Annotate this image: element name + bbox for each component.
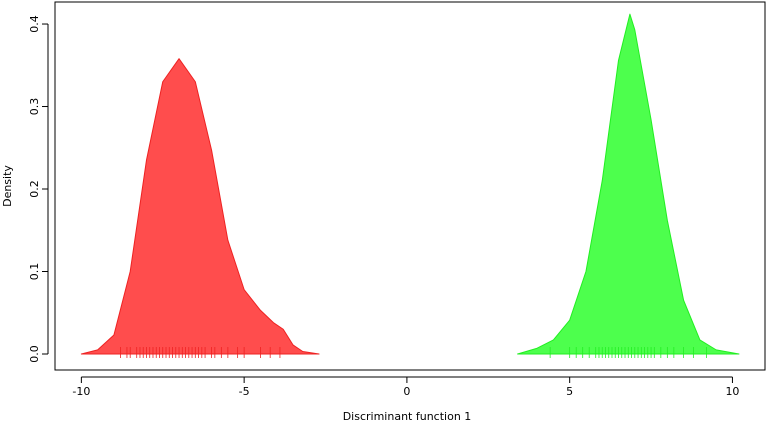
y-tick-label: 0.0	[28, 345, 41, 363]
x-axis-label: Discriminant function 1	[343, 410, 472, 423]
x-tick-label: 5	[566, 385, 573, 398]
y-tick-label: 0.4	[28, 15, 41, 33]
y-axis-label: Density	[1, 165, 14, 207]
x-tick-label: 0	[403, 385, 410, 398]
density-area	[517, 13, 740, 355]
x-tick-label: 10	[725, 385, 739, 398]
y-tick-label: 0.3	[28, 98, 41, 116]
plot-frame	[54, 1, 766, 371]
density-area	[80, 58, 320, 355]
x-tick-label: -10	[72, 385, 90, 398]
y-tick-label: 0.2	[28, 180, 41, 198]
y-tick-label: 0.1	[28, 263, 41, 281]
x-tick-label: -5	[239, 385, 250, 398]
